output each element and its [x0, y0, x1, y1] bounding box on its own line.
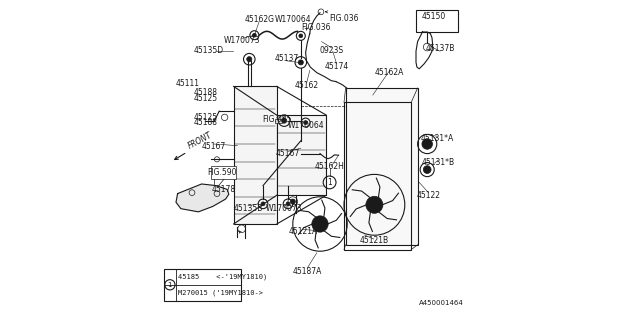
Circle shape — [252, 33, 256, 37]
Circle shape — [299, 34, 303, 38]
Text: 45135D: 45135D — [193, 46, 224, 55]
Text: 45121A: 45121A — [289, 227, 317, 236]
Text: W170073: W170073 — [223, 36, 260, 45]
Text: M270015 ('19MY1810->: M270015 ('19MY1810-> — [178, 290, 263, 296]
Circle shape — [425, 141, 429, 147]
Text: 45167: 45167 — [202, 142, 225, 151]
Text: 45137: 45137 — [275, 54, 298, 63]
Bar — [164, 269, 241, 301]
Text: 45131*B: 45131*B — [422, 158, 455, 167]
Bar — [234, 86, 277, 224]
Text: 45187A: 45187A — [292, 267, 322, 276]
Text: W170064: W170064 — [287, 121, 324, 130]
Text: 1: 1 — [168, 282, 172, 288]
Text: A450001464: A450001464 — [419, 300, 464, 306]
Circle shape — [422, 139, 433, 149]
Text: 45174: 45174 — [324, 62, 349, 71]
Text: W170073: W170073 — [266, 204, 303, 212]
Text: 45162H: 45162H — [315, 162, 344, 171]
Circle shape — [366, 196, 383, 213]
Bar — [275, 119, 282, 123]
Text: FIG.036: FIG.036 — [329, 14, 359, 23]
Text: W170064: W170064 — [275, 15, 311, 24]
Text: 45162: 45162 — [294, 81, 319, 90]
Text: 45150: 45150 — [422, 12, 445, 21]
Text: 45122: 45122 — [417, 191, 441, 200]
Bar — [344, 102, 412, 250]
Bar — [416, 10, 458, 32]
Text: 45125: 45125 — [194, 113, 218, 122]
Circle shape — [315, 219, 325, 229]
Circle shape — [298, 60, 303, 65]
Text: 45162G: 45162G — [244, 15, 274, 24]
Polygon shape — [176, 184, 229, 212]
Bar — [277, 115, 326, 195]
Circle shape — [426, 168, 429, 172]
Circle shape — [369, 200, 380, 210]
Circle shape — [247, 57, 252, 62]
Circle shape — [286, 202, 290, 206]
Text: 45137B: 45137B — [426, 44, 454, 53]
Circle shape — [304, 121, 308, 124]
Text: 45111: 45111 — [175, 79, 199, 88]
Text: FIG.590: FIG.590 — [207, 168, 237, 177]
Text: 45135B: 45135B — [234, 204, 262, 212]
Circle shape — [290, 199, 295, 204]
Text: FRONT: FRONT — [186, 130, 213, 150]
Circle shape — [423, 166, 431, 173]
Text: FIG.035: FIG.035 — [262, 115, 292, 124]
Text: FIG.036: FIG.036 — [301, 23, 330, 32]
Circle shape — [261, 202, 265, 206]
Text: 45178: 45178 — [212, 185, 236, 194]
Text: 45162A: 45162A — [375, 68, 404, 77]
Text: 45185    <-'19MY1810): 45185 <-'19MY1810) — [178, 274, 267, 280]
Circle shape — [282, 118, 287, 123]
Text: 45188: 45188 — [194, 88, 218, 97]
Text: 45167: 45167 — [276, 149, 300, 158]
Text: 45131*A: 45131*A — [421, 134, 454, 143]
Text: 45125: 45125 — [194, 94, 218, 103]
Text: 1: 1 — [327, 178, 332, 187]
Bar — [211, 166, 236, 179]
Circle shape — [312, 216, 328, 232]
Text: 45121B: 45121B — [359, 236, 388, 245]
Bar — [346, 88, 418, 245]
Text: 45188: 45188 — [194, 118, 218, 127]
Text: 0923S: 0923S — [320, 46, 344, 55]
